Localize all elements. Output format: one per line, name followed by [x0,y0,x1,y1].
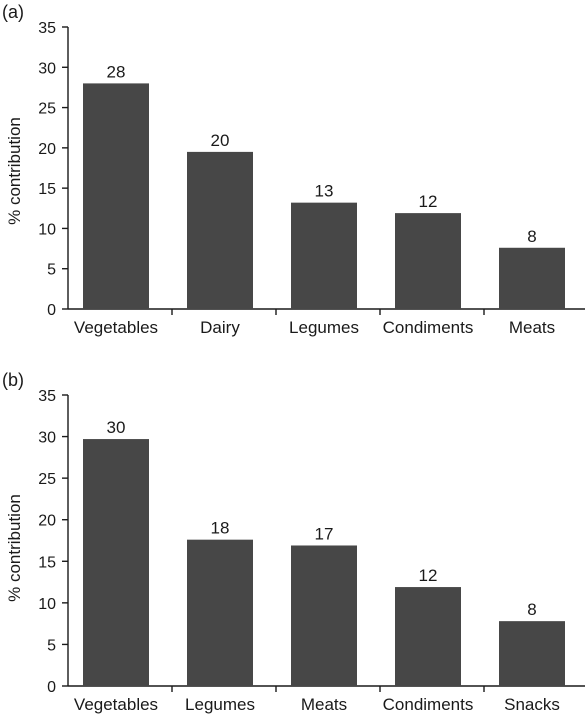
bar [291,202,357,309]
x-category-label: Condiments [383,695,474,714]
panel-label: (a) [2,2,24,22]
y-tick-label: 35 [38,388,56,405]
data-label: 8 [527,600,536,619]
y-tick-label: 0 [47,679,56,696]
y-tick-label: 10 [38,596,56,613]
x-category-label: Legumes [289,318,359,337]
x-category-label: Snacks [504,695,560,714]
x-category-label: Vegetables [74,695,158,714]
y-tick-label: 30 [38,60,56,77]
bar [499,621,565,686]
bar [83,439,149,686]
data-label: 13 [315,182,334,201]
bar [291,545,357,686]
y-tick-label: 25 [38,101,56,118]
y-tick-label: 15 [38,554,56,571]
x-category-label: Meats [509,318,555,337]
data-label: 28 [107,62,126,81]
y-tick-label: 30 [38,430,56,447]
y-axis-title: % contribution [5,117,24,225]
x-category-label: Dairy [200,318,240,337]
data-label: 30 [107,418,126,437]
x-category-label: Legumes [185,695,255,714]
plot-area: 0 5 10 15 20 25 30 35 30 Vegetables 18 Legumes 17 Mea… [38,388,585,714]
y-tick-label: 5 [47,262,56,279]
plot-area: 0 5 10 15 20 25 30 35 28 Vegetables 20 Dairy 13 Legum… [38,20,585,337]
data-label: 20 [211,131,230,150]
y-tick-label: 10 [38,221,56,238]
data-label: 17 [315,524,334,543]
y-tick-label: 20 [38,141,56,158]
y-axis-title: % contribution [5,494,24,602]
bar [395,587,461,686]
data-label: 18 [211,519,230,538]
y-tick-label: 35 [38,20,56,37]
data-label: 12 [419,192,438,211]
y-tick-label: 20 [38,513,56,530]
panel-a: (a) % contribution 0 5 10 15 20 25 30 35 28 Veget… [2,2,585,337]
x-category-label: Meats [301,695,347,714]
panel-label: (b) [2,370,24,390]
y-tick-label: 0 [47,302,56,319]
bar [187,539,253,686]
data-label: 12 [419,566,438,585]
y-tick-label: 15 [38,181,56,198]
x-category-label: Vegetables [74,318,158,337]
panel-b: (b) % contribution 0 5 10 15 20 25 30 35 30 Veget… [2,370,585,714]
bar [499,247,565,309]
data-label: 8 [527,227,536,246]
y-tick-label: 5 [47,637,56,654]
bar [83,83,149,310]
x-category-label: Condiments [383,318,474,337]
y-tick-label: 25 [38,471,56,488]
bar [395,213,461,309]
bar [187,151,253,309]
